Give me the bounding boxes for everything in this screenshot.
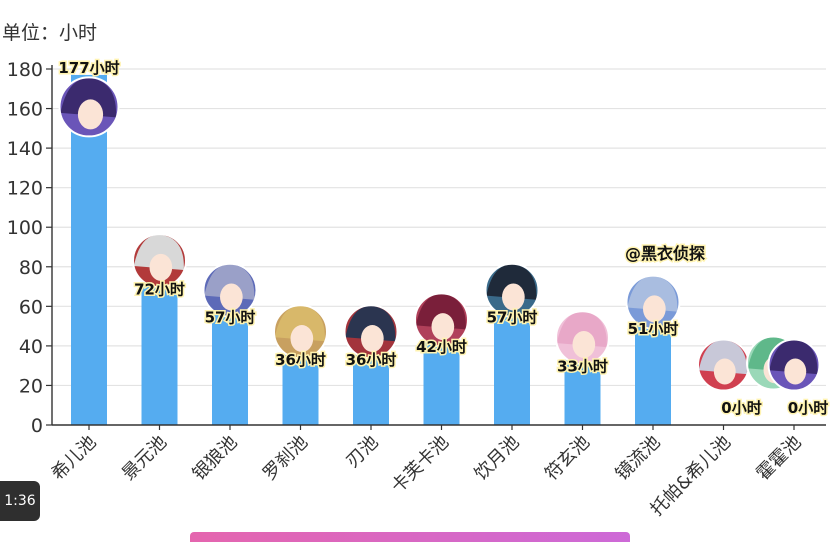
bar-3 [212, 312, 248, 425]
data-label-11: 0小时 [788, 399, 828, 417]
watermark-annotation: @黑衣侦探 [625, 244, 705, 263]
bar-7 [494, 312, 530, 425]
avatar-hair [274, 305, 325, 342]
avatar-hair [415, 294, 466, 330]
data-label-9: 51小时 [628, 320, 679, 338]
data-label-3: 57小时 [205, 308, 256, 326]
avatar-border [555, 310, 610, 366]
bar-5 [353, 353, 389, 425]
y-axis-ticks: 0 20 40 60 80 100 120 140 160 180 [7, 59, 52, 437]
y-tick-label: 60 [19, 296, 43, 318]
avatar-hair [556, 311, 607, 348]
y-tick-label: 140 [7, 138, 43, 160]
avatar-face [431, 313, 455, 341]
data-label-2: 72小时 [134, 281, 185, 299]
avatar-hair [345, 305, 396, 342]
data-label-6: 42小时 [416, 338, 467, 356]
avatar-face [361, 325, 384, 353]
avatar-9 [625, 274, 681, 330]
avatar-face [220, 283, 243, 311]
axes [51, 65, 826, 426]
data-label-7: 57小时 [487, 308, 538, 326]
y-tick-label: 120 [7, 178, 43, 200]
avatar-face [290, 325, 314, 353]
x-tick-label: 饮月池 [471, 432, 524, 485]
avatar-face [77, 99, 104, 130]
avatar-hair [60, 78, 117, 118]
avatar-6 [414, 292, 469, 348]
x-tick-label: 霍霍池 [753, 432, 806, 485]
y-tick-label: 180 [7, 59, 43, 81]
avatar-border [273, 304, 328, 360]
avatar-5 [343, 304, 399, 360]
subtitle-banner [190, 532, 630, 542]
avatar-10 [697, 338, 750, 392]
bar-8 [564, 359, 601, 425]
character-avatars [58, 76, 821, 392]
avatar-face [149, 253, 173, 281]
avatar-3 [202, 262, 258, 318]
avatar-8 [555, 310, 610, 366]
avatar-11 [767, 338, 821, 392]
avatar-face [784, 358, 807, 385]
video-timestamp: 1:36 [0, 481, 40, 521]
avatar-hair [627, 276, 678, 312]
data-label-10: 0小时 [721, 399, 761, 417]
bar-6 [423, 341, 460, 425]
avatar-hair [204, 264, 255, 300]
data-labels: 177小时 72小时 57小时 36小时 36小时 42小时 57小时 33小时 51小时 0小时… [57, 57, 830, 418]
avatar-face [643, 295, 666, 323]
avatar-4 [273, 304, 328, 360]
avatar-2 [132, 233, 187, 289]
avatar-border [484, 262, 540, 318]
data-label-4: 36小时 [275, 351, 326, 369]
avatar-border [132, 233, 187, 289]
avatar-hair [133, 234, 184, 271]
avatar-border [625, 274, 681, 330]
x-tick-label: 符玄池 [541, 432, 594, 485]
y-unit-label: 单位：小时 [2, 22, 98, 44]
data-label-1: 177小时 [58, 59, 119, 77]
avatar-border [767, 338, 821, 392]
avatar-7 [484, 262, 540, 318]
avatar-face [502, 283, 525, 311]
y-tick-label: 40 [19, 336, 43, 358]
x-tick-label: 罗刹池 [259, 432, 312, 485]
avatar-face [572, 330, 596, 358]
avatar-border [202, 262, 258, 318]
x-tick-label: 刃池 [342, 432, 382, 472]
y-tick-label: 80 [19, 257, 43, 279]
data-label-5: 36小时 [346, 351, 397, 369]
x-tick-label: 希儿池 [48, 432, 101, 485]
x-tick-label: 景元池 [118, 432, 171, 485]
avatar-1 [58, 76, 120, 138]
bar-4 [282, 353, 319, 425]
data-label-8: 33小时 [557, 358, 608, 376]
avatar-border [343, 304, 399, 360]
avatar-border [58, 76, 120, 138]
y-tick-label: 100 [7, 217, 43, 239]
bar-2 [141, 282, 178, 425]
x-tick-label: 银狼池 [189, 432, 242, 485]
avatar-hair [698, 340, 747, 375]
avatar-hair [769, 340, 818, 375]
avatar-face [713, 358, 736, 385]
y-tick-label: 160 [7, 99, 43, 121]
y-tick-label: 20 [19, 375, 43, 397]
avatar-hair [486, 264, 537, 300]
avatar-border [414, 292, 469, 348]
y-tick-label: 0 [31, 415, 43, 437]
x-tick-label: 镜流池 [612, 432, 665, 485]
x-tick-label: 卡芙卡池 [387, 432, 453, 498]
bar-9 [635, 324, 671, 425]
